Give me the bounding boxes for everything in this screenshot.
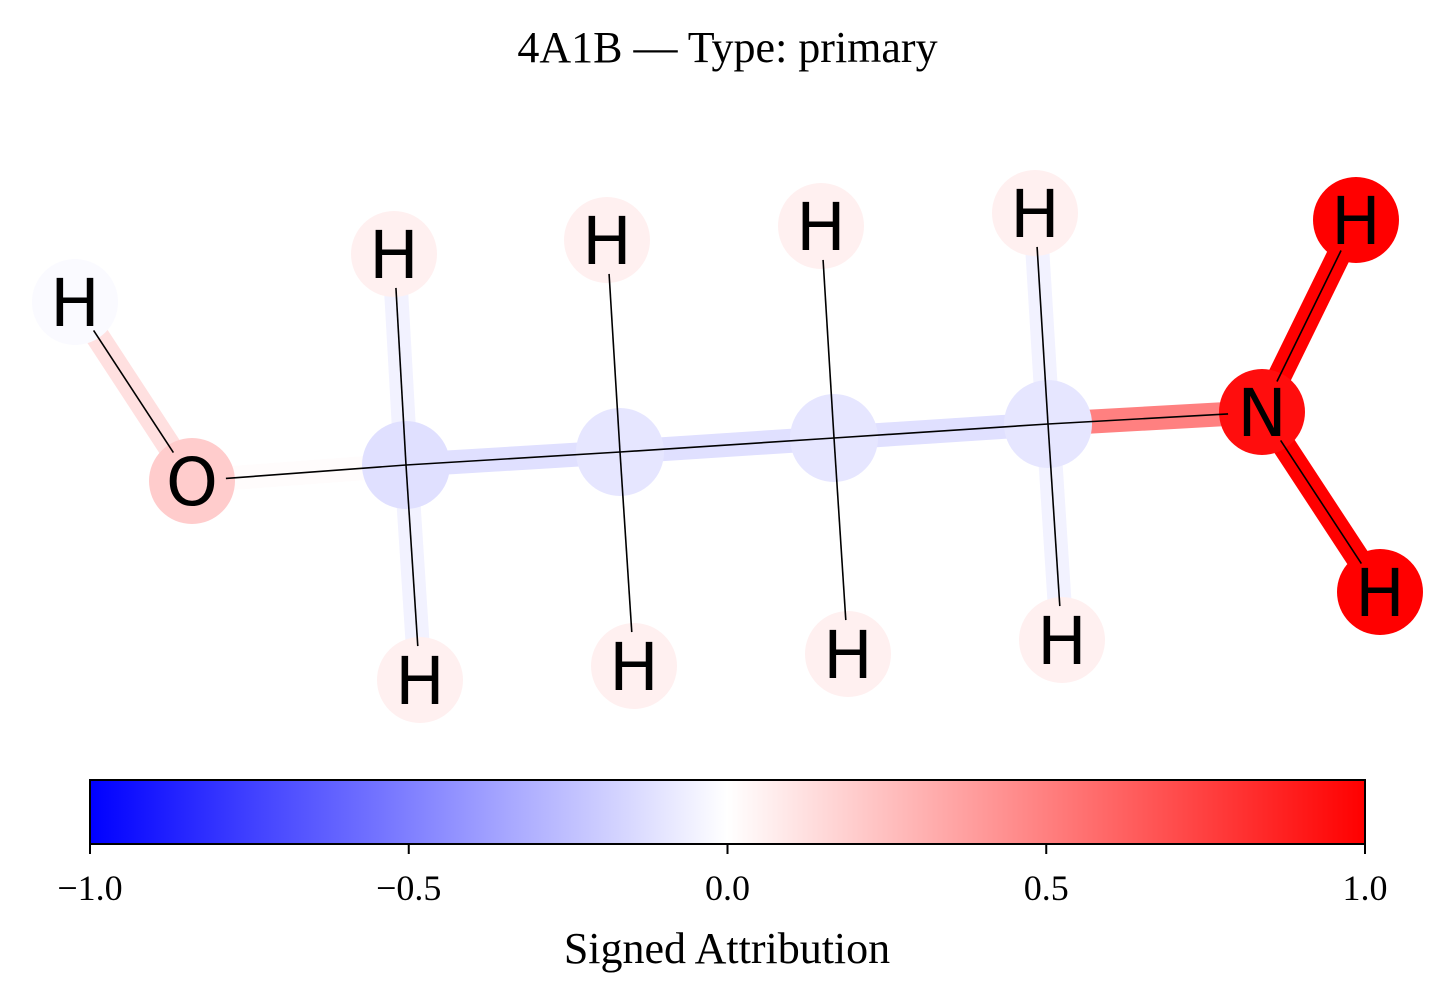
colorbar-ticks: −1.0 −0.5 0.0 0.5 1.0 bbox=[57, 844, 1388, 908]
bond-line bbox=[833, 437, 847, 621]
colorbar-tick-label: 0.0 bbox=[705, 868, 750, 908]
bond-line bbox=[1047, 423, 1061, 607]
atom-highlight bbox=[32, 259, 118, 345]
atom-label-h: H bbox=[796, 189, 846, 266]
bond-line bbox=[1279, 439, 1363, 565]
chart-title: 4A1B — Type: primary bbox=[517, 23, 938, 72]
bond-lines bbox=[92, 246, 1363, 647]
atom-highlight bbox=[591, 623, 677, 709]
atom-label-h: H bbox=[1355, 555, 1405, 632]
atom-label-h: H bbox=[395, 643, 445, 720]
atom-label-h: H bbox=[582, 203, 632, 280]
atom-highlight bbox=[1019, 597, 1105, 683]
bond-line bbox=[619, 437, 835, 453]
colorbar-tick-label: 1.0 bbox=[1343, 868, 1388, 908]
atom-label-n: N bbox=[1237, 375, 1286, 452]
atom-label-h: H bbox=[369, 217, 419, 294]
atom-labels: H O H H H H H H H H N H H bbox=[50, 176, 1405, 720]
bond-line bbox=[619, 451, 633, 633]
atom-highlight bbox=[992, 170, 1078, 256]
colorbar-gradient bbox=[89, 779, 1366, 845]
atom-label-h: H bbox=[1331, 183, 1381, 260]
bond-line bbox=[395, 287, 407, 466]
molecule-diagram: H O H H H H H H H H N H H bbox=[32, 170, 1423, 723]
atom-highlight bbox=[1219, 369, 1305, 455]
bond-line bbox=[1047, 413, 1229, 425]
bond-line bbox=[1036, 246, 1049, 425]
bond-line bbox=[822, 259, 835, 439]
atom-highlight bbox=[778, 183, 864, 269]
colorbar-tick-label: −0.5 bbox=[376, 868, 441, 908]
atom-label-o: O bbox=[166, 444, 218, 521]
colorbar-tick-label: −1.0 bbox=[57, 868, 122, 908]
atom-highlight bbox=[351, 211, 437, 297]
bond-line bbox=[92, 330, 175, 453]
atom-label-h: H bbox=[609, 629, 659, 706]
bond-line bbox=[608, 273, 621, 453]
bond-line bbox=[225, 464, 407, 480]
bond-line bbox=[833, 423, 1049, 439]
atom-label-h: H bbox=[823, 617, 873, 694]
atom-label-h: H bbox=[1010, 176, 1060, 253]
atom-highlight bbox=[805, 611, 891, 697]
atom-highlight bbox=[1337, 549, 1423, 635]
bond-line bbox=[1276, 250, 1342, 382]
colorbar-label: Signed Attribution bbox=[564, 924, 890, 973]
atom-highlight bbox=[377, 637, 463, 723]
atom-highlights bbox=[32, 170, 1423, 723]
colorbar-tick-label: 0.5 bbox=[1024, 868, 1069, 908]
atom-label-h: H bbox=[1037, 603, 1087, 680]
atom-highlight bbox=[564, 197, 650, 283]
bond-line bbox=[405, 451, 621, 466]
atom-label-h: H bbox=[50, 265, 100, 342]
atom-highlight bbox=[1313, 177, 1399, 263]
bond-line bbox=[405, 464, 419, 647]
bond-highlights bbox=[64, 212, 1391, 681]
atom-highlight bbox=[149, 438, 235, 524]
